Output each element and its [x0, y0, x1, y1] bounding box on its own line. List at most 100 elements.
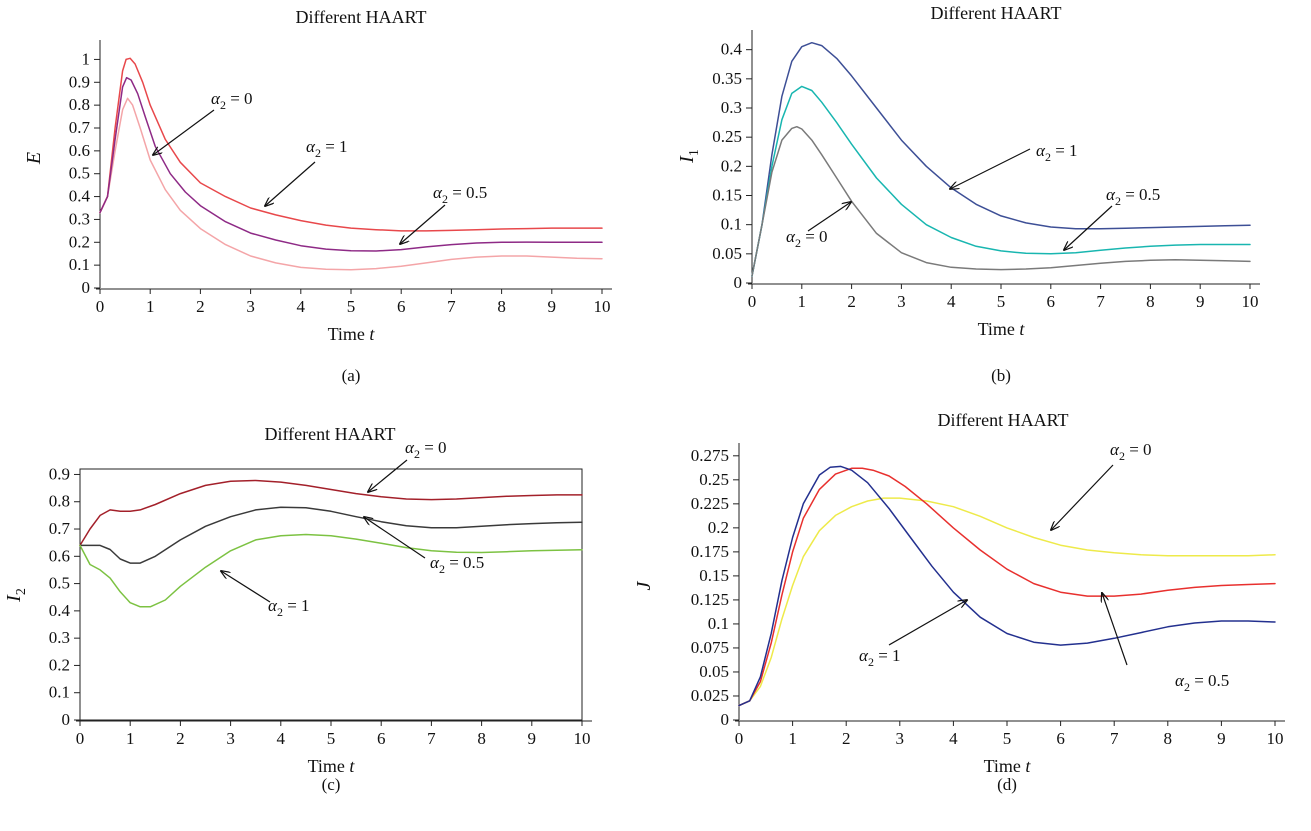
x-tick-label: 2 — [847, 292, 856, 311]
annotation-arrow — [265, 161, 316, 206]
x-tick-label: 5 — [997, 292, 1006, 311]
series-line-0 — [751, 41, 1251, 277]
x-tick-label: 7 — [1096, 292, 1105, 311]
y-tick-label: 0.4 — [721, 40, 743, 59]
chart-panel-d: Different HAART 0 1 2 3 4 5 6 7 8 9 10 0 0.025 0.05 0.0… — [633, 410, 1285, 794]
annotation-label: α2 = 0 — [786, 227, 828, 250]
chart-panel-a: Different HAART 0 1 2 3 4 5 6 7 8 9 10 0 0.1 0.2 0.3 0.4… — [23, 7, 612, 385]
x-tick-label: 5 — [1003, 729, 1012, 748]
panel-caption: (d) — [997, 775, 1017, 794]
y-tick-label: 0.8 — [69, 95, 90, 114]
y-tick-label: 0.05 — [712, 244, 742, 263]
y-tick-label: 0.35 — [712, 69, 742, 88]
x-tick-label: 5 — [347, 297, 356, 316]
annotation-arrow — [807, 202, 851, 232]
annotation-arrow — [221, 571, 271, 603]
chart-title: Different HAART — [295, 7, 426, 27]
x-tick-label: 3 — [226, 729, 235, 748]
y-tick-label: 0.15 — [712, 186, 742, 205]
panel-caption: (c) — [322, 775, 341, 794]
series-line-1 — [79, 506, 583, 564]
x-tick-label: 3 — [897, 292, 906, 311]
annotation-arrow — [950, 148, 1031, 189]
x-tick-label: 1 — [146, 297, 155, 316]
y-tick-label: 0.1 — [708, 614, 729, 633]
annotation-label: α2 = 0.5 — [433, 183, 487, 206]
x-tick-label: 0 — [735, 729, 744, 748]
x-tick-label: 5 — [327, 729, 336, 748]
x-tick-label: 3 — [896, 729, 905, 748]
panel-caption: (a) — [342, 366, 361, 385]
x-tick-label: 1 — [798, 292, 807, 311]
annotation-label: α2 = 1 — [306, 137, 348, 160]
series-line-1 — [738, 467, 1276, 707]
x-tick-label: 9 — [528, 729, 537, 748]
y-tick-label: 0.175 — [691, 542, 729, 561]
y-axis-label: E — [23, 152, 45, 165]
x-tick-label: 0 — [96, 297, 105, 316]
annotation-label: α2 = 1 — [1036, 141, 1078, 164]
y-tick-label: 0.9 — [69, 72, 90, 91]
chart-title: Different HAART — [930, 3, 1061, 23]
y-tick-label: 0.15 — [699, 566, 729, 585]
x-tick-label: 6 — [377, 729, 386, 748]
chart-title: Different HAART — [937, 410, 1068, 430]
panel-caption: (b) — [991, 366, 1011, 385]
y-tick-label: 0.8 — [49, 492, 70, 511]
y-tick-label: 0.225 — [691, 494, 729, 513]
annotation-arrow — [364, 517, 426, 559]
annotation-arrow — [400, 204, 446, 244]
y-tick-label: 0 — [721, 710, 730, 729]
y-tick-label: 1 — [82, 49, 91, 68]
y-tick-label: 0 — [734, 273, 743, 292]
x-tick-label: 10 — [594, 297, 611, 316]
series-line-1 — [751, 85, 1251, 277]
series-line-2 — [99, 76, 603, 252]
x-tick-label: 9 — [1196, 292, 1205, 311]
y-tick-label: 0.075 — [691, 638, 729, 657]
annotation-arrow — [888, 600, 967, 646]
x-tick-label: 7 — [1110, 729, 1119, 748]
x-tick-label: 10 — [1242, 292, 1259, 311]
x-tick-label: 6 — [1056, 729, 1065, 748]
annotation-label: α2 = 0.5 — [1175, 671, 1229, 694]
x-tick-label: 8 — [477, 729, 486, 748]
y-tick-label: 0.25 — [699, 470, 729, 489]
annotation-label: α2 = 0.5 — [430, 553, 484, 576]
x-tick-label: 1 — [126, 729, 135, 748]
annotation-arrow — [1051, 464, 1114, 530]
x-tick-label: 2 — [176, 729, 185, 748]
x-tick-label: 8 — [497, 297, 506, 316]
y-tick-label: 0.2 — [721, 156, 742, 175]
series-line-0 — [99, 97, 603, 271]
annotation-label: α2 = 1 — [859, 646, 901, 669]
y-tick-label: 0.5 — [49, 574, 70, 593]
y-tick-label: 0.3 — [49, 628, 70, 647]
y-tick-label: 0.2 — [69, 232, 90, 251]
x-tick-label: 4 — [297, 297, 306, 316]
annotation-arrow — [368, 459, 408, 492]
y-tick-label: 0.1 — [49, 683, 70, 702]
y-tick-label: 0.125 — [691, 590, 729, 609]
chart-panel-c: Different HAART 0 1 2 3 4 5 6 7 8 9 10 0 0.1 0.2 0.3 0.4… — [3, 424, 592, 794]
y-tick-label: 0.4 — [69, 187, 91, 206]
annotation-arrow — [153, 109, 215, 155]
x-tick-label: 4 — [277, 729, 286, 748]
x-tick-label: 9 — [548, 297, 557, 316]
y-axis-label: I1 — [676, 149, 702, 164]
x-axis-label: Time t — [328, 324, 376, 344]
y-tick-label: 0.7 — [49, 519, 71, 538]
x-tick-label: 7 — [447, 297, 456, 316]
y-tick-label: 0 — [82, 278, 91, 297]
annotation-label: α2 = 0.5 — [1106, 185, 1160, 208]
y-tick-label: 0.2 — [708, 518, 729, 537]
x-tick-label: 6 — [1047, 292, 1056, 311]
y-tick-label: 0.9 — [49, 464, 70, 483]
x-tick-label: 10 — [574, 729, 591, 748]
x-tick-label: 2 — [196, 297, 205, 316]
series-line-0 — [738, 497, 1276, 707]
annotation-label: α2 = 0 — [405, 438, 447, 461]
annotation-arrow — [1102, 593, 1128, 666]
y-tick-label: 0.025 — [691, 686, 729, 705]
